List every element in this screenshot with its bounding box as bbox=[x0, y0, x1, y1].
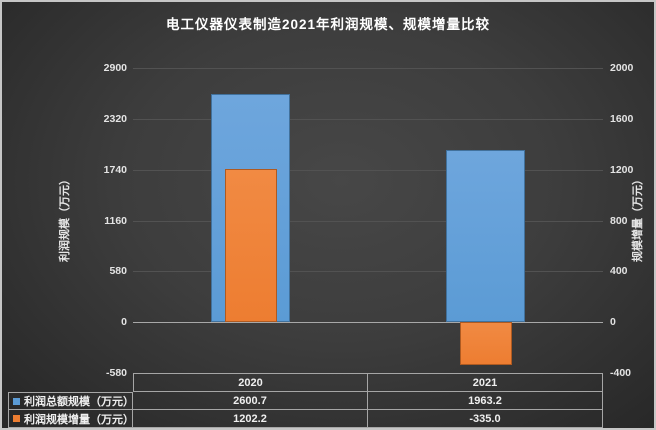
legend-swatch-blue-icon bbox=[13, 397, 20, 405]
tick-label-left: -580 bbox=[105, 367, 127, 379]
legend-swatch-orange-icon bbox=[13, 415, 20, 422]
table-corner-cell bbox=[8, 373, 133, 392]
gridline bbox=[133, 68, 603, 69]
tick-label-right: 400 bbox=[610, 265, 628, 278]
gridline bbox=[133, 220, 603, 222]
bar-series1-2021 bbox=[459, 322, 512, 365]
tick-label-right: 1600 bbox=[610, 112, 634, 125]
zero-axis-line bbox=[133, 322, 603, 324]
gridline bbox=[133, 118, 603, 120]
table-cell-increment-2020: 1202.2 bbox=[133, 410, 368, 428]
tick-label-left: 2900 bbox=[103, 62, 127, 74]
chart-title: 电工仪器仪表制造2021年利润规模、规模增量比较 bbox=[165, 17, 491, 32]
legend-label-profit-increment: 利润规模增量（万元） bbox=[24, 413, 133, 426]
tick-label-left: 1160 bbox=[104, 214, 127, 227]
gridline bbox=[133, 271, 603, 273]
table-cell-profit-2021: 1963.2 bbox=[368, 392, 603, 410]
gridline bbox=[133, 169, 603, 171]
tick-label-left: 2320 bbox=[103, 112, 127, 125]
table-column-header-2021: 2021 bbox=[368, 373, 603, 392]
legend-row-profit-total: 利润总额规模（万元） bbox=[8, 392, 133, 410]
data-table: 2020 2021 利润总额规模（万元） 2600.7 1963.2 利润规模增… bbox=[8, 373, 603, 428]
tick-label-right: -400 bbox=[610, 367, 632, 379]
tick-label-left: 1740 bbox=[103, 163, 127, 176]
tick-label-right: 0 bbox=[610, 316, 616, 329]
table-column-header-2020: 2020 bbox=[133, 373, 368, 392]
bar-series0-2021 bbox=[446, 150, 525, 323]
legend-row-profit-increment: 利润规模增量（万元） bbox=[8, 410, 133, 428]
tick-label-right: 1200 bbox=[610, 163, 634, 176]
table-cell-increment-2021: -335.0 bbox=[368, 410, 603, 428]
bar-series1-2020 bbox=[224, 169, 277, 323]
tick-label-right: 800 bbox=[610, 214, 628, 227]
legend-label-profit-total: 利润总额规模（万元） bbox=[24, 396, 133, 408]
tick-label-left: 580 bbox=[109, 265, 127, 278]
table-cell-profit-2020: 2600.7 bbox=[133, 392, 368, 410]
tick-label-left: 0 bbox=[121, 316, 127, 329]
tick-label-right: 2000 bbox=[610, 62, 634, 74]
